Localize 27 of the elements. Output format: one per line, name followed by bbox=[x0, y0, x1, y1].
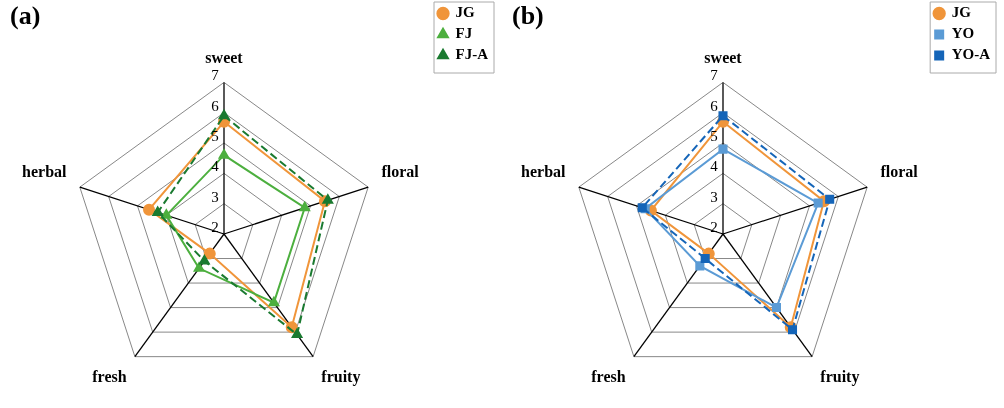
legend-label: YO-A bbox=[951, 46, 991, 63]
spoke-label: fruity bbox=[321, 367, 361, 386]
y-tick-label: 6 bbox=[211, 97, 220, 114]
legend-label: JG bbox=[951, 4, 972, 21]
y-tick-label: 3 bbox=[710, 188, 718, 205]
spoke-label: sweet bbox=[704, 48, 743, 66]
spoke-label: herbal bbox=[521, 163, 567, 181]
spoke-label: fruity bbox=[820, 367, 860, 386]
y-tick-label: 6 bbox=[710, 97, 719, 114]
spoke-label: floral bbox=[381, 163, 420, 181]
y-tick-label: 7 bbox=[211, 67, 220, 84]
legend-label: YO bbox=[951, 25, 975, 42]
y-tick-label: 2 bbox=[710, 218, 718, 235]
y-tick-label: 7 bbox=[710, 67, 719, 84]
spoke-label: fresh bbox=[92, 367, 127, 385]
chart-title: (a) bbox=[10, 1, 41, 31]
spoke-label: herbal bbox=[22, 163, 68, 181]
legend-label: FJ bbox=[455, 25, 473, 42]
spoke-label: fresh bbox=[591, 367, 626, 385]
chart-title: (b) bbox=[512, 1, 544, 31]
y-tick-label: 2 bbox=[211, 218, 219, 235]
y-tick-label: 4 bbox=[710, 158, 719, 175]
legend-label: FJ-A bbox=[455, 46, 489, 63]
spoke-label: floral bbox=[880, 163, 919, 181]
y-tick-label: 3 bbox=[211, 188, 219, 205]
spoke-label: sweet bbox=[205, 48, 244, 66]
legend-label: JG bbox=[455, 4, 476, 21]
